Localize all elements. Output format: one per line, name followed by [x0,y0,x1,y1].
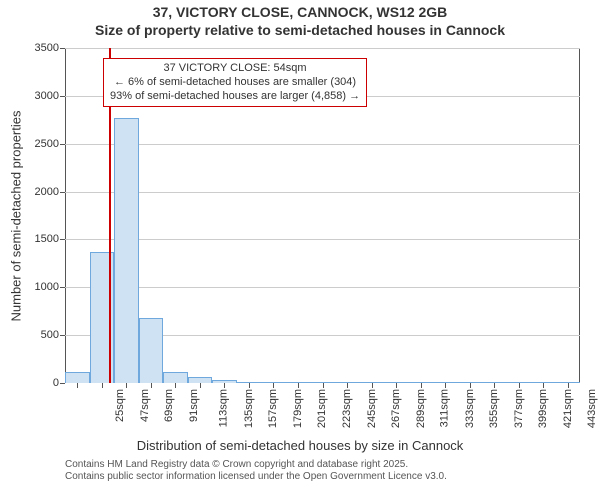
x-tick-label: 311sqm [438,389,450,427]
chart-title-line2: Size of property relative to semi-detach… [0,22,600,38]
x-tick-label: 201sqm [317,389,329,428]
x-tick-mark [249,383,250,388]
x-tick-label: 157sqm [268,389,280,428]
x-tick-mark [494,383,495,388]
x-axis-title: Distribution of semi-detached houses by … [0,438,600,453]
histogram-bar [65,372,90,383]
x-tick-label: 333sqm [464,389,476,428]
y-tick-mark [60,144,65,145]
x-tick-mark [151,383,152,388]
x-tick-mark [77,383,78,388]
y-tick-mark [60,96,65,97]
x-tick-label: 421sqm [562,389,574,428]
x-tick-label: 113sqm [218,389,230,427]
x-tick-label: 91sqm [188,389,200,422]
y-tick-mark [60,48,65,49]
histogram-bar [114,118,139,383]
y-tick-mark [60,192,65,193]
y-tick-mark [60,239,65,240]
histogram-bar [139,318,164,383]
gridline [65,48,580,49]
x-tick-mark [273,383,274,388]
x-tick-mark [543,383,544,388]
plot-border-right [579,48,580,383]
chart-container: 37, VICTORY CLOSE, CANNOCK, WS12 2GB Siz… [0,0,600,500]
gridline [65,287,580,288]
annotation-line: 93% of semi-detached houses are larger (… [110,90,360,104]
gridline [65,144,580,145]
footer-line2: Contains public sector information licen… [65,471,447,483]
plot-area: 050010001500200025003000350025sqm47sqm69… [65,48,580,383]
x-tick-mark [323,383,324,388]
x-tick-mark [421,383,422,388]
x-tick-label: 179sqm [292,389,304,428]
x-tick-label: 355sqm [488,389,500,428]
y-tick-mark [60,383,65,384]
x-tick-label: 289sqm [415,389,427,428]
x-tick-mark [200,383,201,388]
x-tick-label: 267sqm [390,389,402,428]
x-tick-mark [470,383,471,388]
x-tick-mark [347,383,348,388]
annotation-line: ← 6% of semi-detached houses are smaller… [110,76,360,90]
x-tick-label: 135sqm [243,389,255,428]
x-tick-mark [175,383,176,388]
x-tick-mark [126,383,127,388]
y-axis-title: Number of semi-detached properties [9,110,24,321]
x-tick-label: 47sqm [139,389,151,422]
x-tick-mark [372,383,373,388]
histogram-bar [163,372,188,383]
chart-footer: Contains HM Land Registry data © Crown c… [65,459,447,483]
y-tick-mark [60,335,65,336]
x-tick-mark [519,383,520,388]
gridline [65,192,580,193]
chart-title-line1: 37, VICTORY CLOSE, CANNOCK, WS12 2GB [0,4,600,20]
x-tick-mark [102,383,103,388]
x-tick-label: 399sqm [537,389,549,428]
x-tick-mark [568,383,569,388]
x-tick-label: 69sqm [163,389,175,422]
x-tick-label: 25sqm [114,389,126,422]
y-axis-line [65,48,66,383]
annotation-box: 37 VICTORY CLOSE: 54sqm← 6% of semi-deta… [103,58,367,107]
x-tick-mark [224,383,225,388]
x-tick-label: 223sqm [341,389,353,428]
y-tick-mark [60,287,65,288]
gridline [65,239,580,240]
footer-line1: Contains HM Land Registry data © Crown c… [65,459,447,471]
x-tick-mark [396,383,397,388]
x-tick-mark [298,383,299,388]
x-tick-label: 245sqm [366,389,378,428]
x-tick-label: 377sqm [513,389,525,428]
annotation-line: 37 VICTORY CLOSE: 54sqm [110,62,360,76]
x-tick-mark [445,383,446,388]
x-tick-label: 443sqm [586,389,598,428]
